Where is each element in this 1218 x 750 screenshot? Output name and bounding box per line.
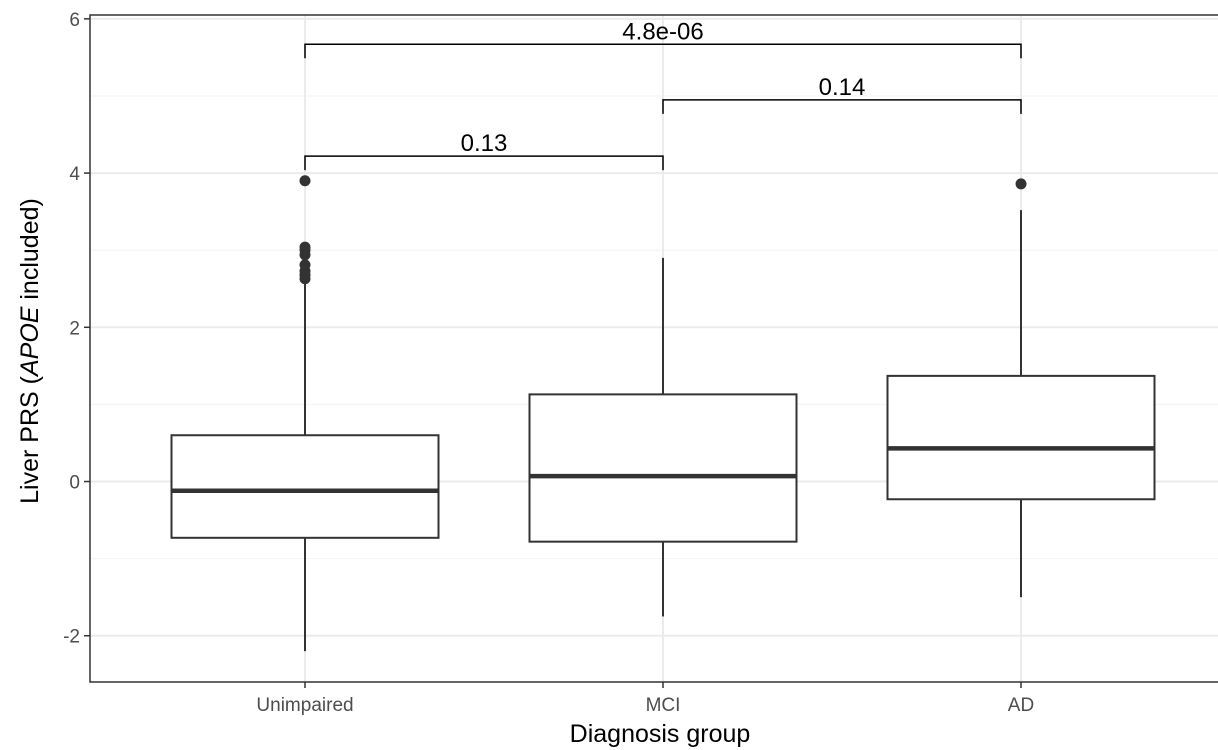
bracket-line bbox=[662, 99, 1022, 114]
outlier-point bbox=[299, 175, 311, 187]
y-axis-title-suffix: included) bbox=[16, 198, 44, 306]
box bbox=[886, 374, 1156, 501]
box bbox=[528, 393, 798, 543]
box-group-mci bbox=[528, 257, 798, 617]
comparison-bracket: 4.8e-06 bbox=[304, 18, 1022, 59]
y-tick-label: 0 bbox=[69, 473, 80, 494]
y-tick-label: 6 bbox=[69, 10, 80, 31]
panel-border bbox=[89, 14, 1218, 683]
comparison-bracket: 0.14 bbox=[662, 74, 1022, 114]
grid-layer bbox=[90, 15, 1218, 682]
box-layer bbox=[170, 175, 1156, 652]
box-group-ad bbox=[886, 178, 1156, 598]
bracket-line bbox=[304, 43, 1022, 59]
p-value-label: 0.14 bbox=[819, 74, 866, 101]
box bbox=[170, 434, 440, 539]
y-axis-title-gene: APOE bbox=[16, 306, 44, 378]
x-tick-label: Unimpaired bbox=[256, 695, 353, 716]
x-axis-title: Diagnosis group bbox=[570, 720, 751, 748]
p-value-label: 0.13 bbox=[461, 130, 508, 157]
y-axis-title-prefix: Liver PRS ( bbox=[16, 375, 44, 503]
x-tick-label: AD bbox=[1008, 695, 1034, 716]
bracket-line bbox=[304, 155, 664, 171]
outlier-point bbox=[1015, 178, 1027, 190]
y-tick-label: -2 bbox=[63, 627, 80, 648]
axis-layer: -2 0 2 4 6 Unimpaired MCI AD bbox=[63, 10, 1218, 716]
p-value-label: 4.8e-06 bbox=[622, 18, 703, 45]
comparison-layer: 0.13 0.14 4.8e-06 bbox=[304, 18, 1022, 171]
box-group-unimpaired bbox=[170, 175, 440, 652]
comparison-bracket: 0.13 bbox=[304, 130, 664, 171]
x-tick-label: MCI bbox=[646, 695, 681, 716]
outlier-point bbox=[299, 259, 311, 271]
y-tick-label: 4 bbox=[69, 164, 80, 185]
y-tick-label: 2 bbox=[69, 318, 80, 339]
y-axis-title: Liver PRS (APOE included) bbox=[16, 198, 44, 504]
outlier-point bbox=[299, 241, 311, 253]
